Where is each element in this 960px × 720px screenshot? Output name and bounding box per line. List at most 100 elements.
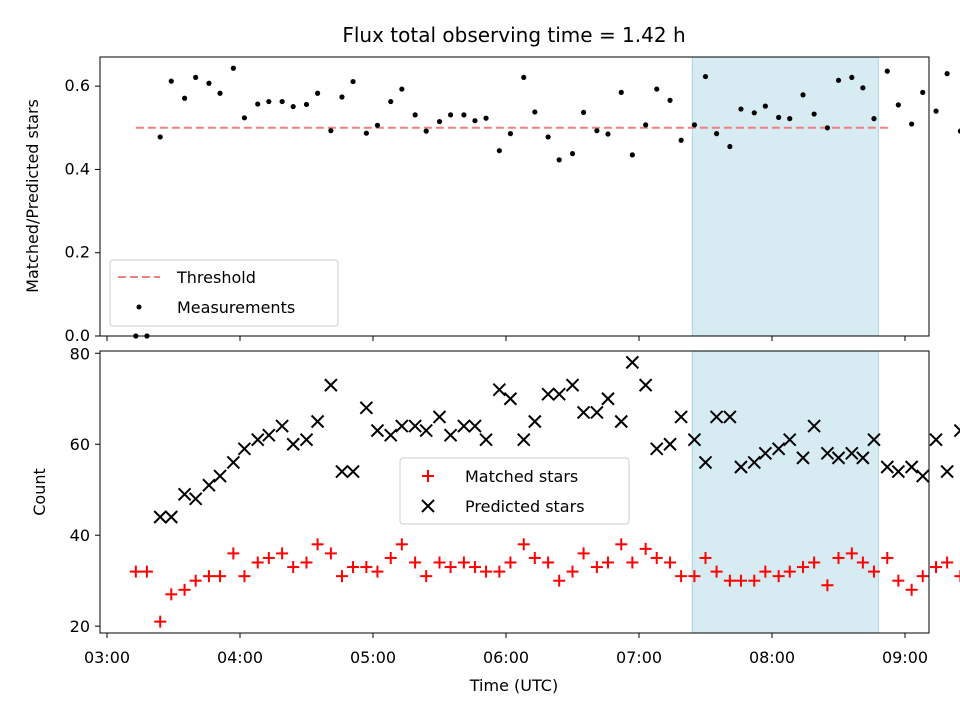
predicted-star-point <box>164 510 178 524</box>
predicted-star-point <box>153 510 167 524</box>
predicted-star-point <box>395 419 409 433</box>
matched-star-point <box>542 556 555 569</box>
predicted-star-point <box>299 432 314 447</box>
predicted-star-point <box>796 451 810 465</box>
matched-star-point <box>710 565 723 578</box>
predicted-star-point <box>443 428 458 442</box>
matched-star-point <box>601 556 614 569</box>
matched-legend-label: Matched stars <box>465 467 578 486</box>
measurement-point <box>654 86 660 92</box>
predicted-star-point <box>614 414 628 429</box>
measurement-point <box>328 128 334 134</box>
predicted-star-point <box>251 432 265 447</box>
measurement-point <box>835 77 842 83</box>
matched-star-point <box>723 574 736 587</box>
measurement-point <box>303 101 310 108</box>
top-y-tick-label: 0.6 <box>65 76 90 95</box>
matched-star-point <box>384 551 397 564</box>
matched-stars-points <box>129 538 960 628</box>
predicted-star-point <box>335 464 349 479</box>
predicted-stars-points <box>153 355 960 524</box>
bottom-shaded-region <box>691 350 879 634</box>
top-axes: 0.0 0.2 0.4 0.6 Matched/Predicted stars Thr… <box>23 56 960 345</box>
measurement-point <box>314 90 321 96</box>
measurement-point <box>350 78 356 85</box>
predicted-star-point <box>237 442 252 456</box>
matched-star-point <box>189 574 202 587</box>
matched-star-point <box>154 615 167 628</box>
measurement-points <box>133 65 960 339</box>
predicted-legend-swatch <box>421 499 435 513</box>
predicted-star-point <box>783 432 797 447</box>
top-y-axis-label: Matched/Predicted stars <box>23 99 42 293</box>
predicted-star-point <box>226 455 241 470</box>
predicted-star-point <box>492 382 507 397</box>
predicted-star-point <box>541 387 555 401</box>
top-axes-frame <box>99 56 930 337</box>
matched-star-point <box>867 565 880 578</box>
matched-star-point <box>881 551 894 564</box>
measurement-point <box>605 131 611 137</box>
measurement-point <box>944 71 950 77</box>
predicted-star-point <box>275 419 289 433</box>
matched-star-point <box>480 565 493 578</box>
x-tick-label: 07:00 <box>616 648 662 667</box>
matched-legend-swatch <box>422 470 434 482</box>
measurement-point <box>824 125 831 131</box>
measurement-point <box>678 137 684 143</box>
measurements-legend-swatch <box>136 304 142 310</box>
matched-star-point <box>324 547 337 560</box>
predicted-star-point <box>576 405 591 420</box>
x-axis-label: Time (UTC) <box>469 676 558 695</box>
matched-star-point <box>311 538 324 551</box>
measurement-point <box>399 86 405 92</box>
measurement-point <box>193 74 199 81</box>
matched-star-point <box>420 570 433 583</box>
matched-star-point <box>930 561 943 574</box>
measurement-point <box>909 121 915 127</box>
predicted-star-point <box>419 423 433 438</box>
predicted-star-point <box>552 387 566 401</box>
x-tick-label: 06:00 <box>483 648 529 667</box>
predicted-star-point <box>831 451 846 465</box>
measurement-point <box>279 98 285 105</box>
measurement-point <box>496 148 502 154</box>
measurement-point <box>217 90 223 96</box>
matched-star-point <box>444 561 457 574</box>
measurement-point <box>507 131 514 137</box>
matched-star-point <box>626 556 639 569</box>
measurement-point <box>871 116 877 122</box>
predicted-star-point <box>845 446 859 461</box>
matched-star-point <box>941 556 954 569</box>
measurement-point <box>168 78 174 84</box>
measurement-point <box>776 114 782 120</box>
matched-star-point <box>688 570 701 583</box>
matched-star-point <box>395 538 408 551</box>
measurement-point <box>483 115 489 121</box>
bottom-y-tick-label: 60 <box>70 435 90 454</box>
measurement-point <box>206 80 212 86</box>
predicted-star-point <box>638 378 653 392</box>
matched-star-point <box>797 561 810 574</box>
matched-star-point <box>892 574 905 587</box>
matched-star-point <box>371 565 384 578</box>
predicted-star-point <box>916 469 930 483</box>
matched-star-point <box>360 561 373 574</box>
matched-star-point <box>262 551 275 564</box>
matched-star-point <box>734 574 747 587</box>
matched-star-point <box>615 538 628 551</box>
predicted-star-point <box>177 487 192 501</box>
measurement-point <box>241 115 248 121</box>
matched-star-point <box>954 570 960 583</box>
matched-star-point <box>227 547 240 560</box>
predicted-star-point <box>213 469 227 483</box>
predicted-star-point <box>929 432 943 447</box>
predicted-star-point <box>723 410 737 424</box>
measurement-point <box>545 134 551 140</box>
predicted-star-point <box>565 378 580 392</box>
measurement-point <box>472 118 478 124</box>
matched-star-point <box>214 570 227 583</box>
top-y-tick-label: 0.4 <box>65 159 90 178</box>
matched-star-point <box>165 588 178 601</box>
measurement-point <box>594 128 600 134</box>
